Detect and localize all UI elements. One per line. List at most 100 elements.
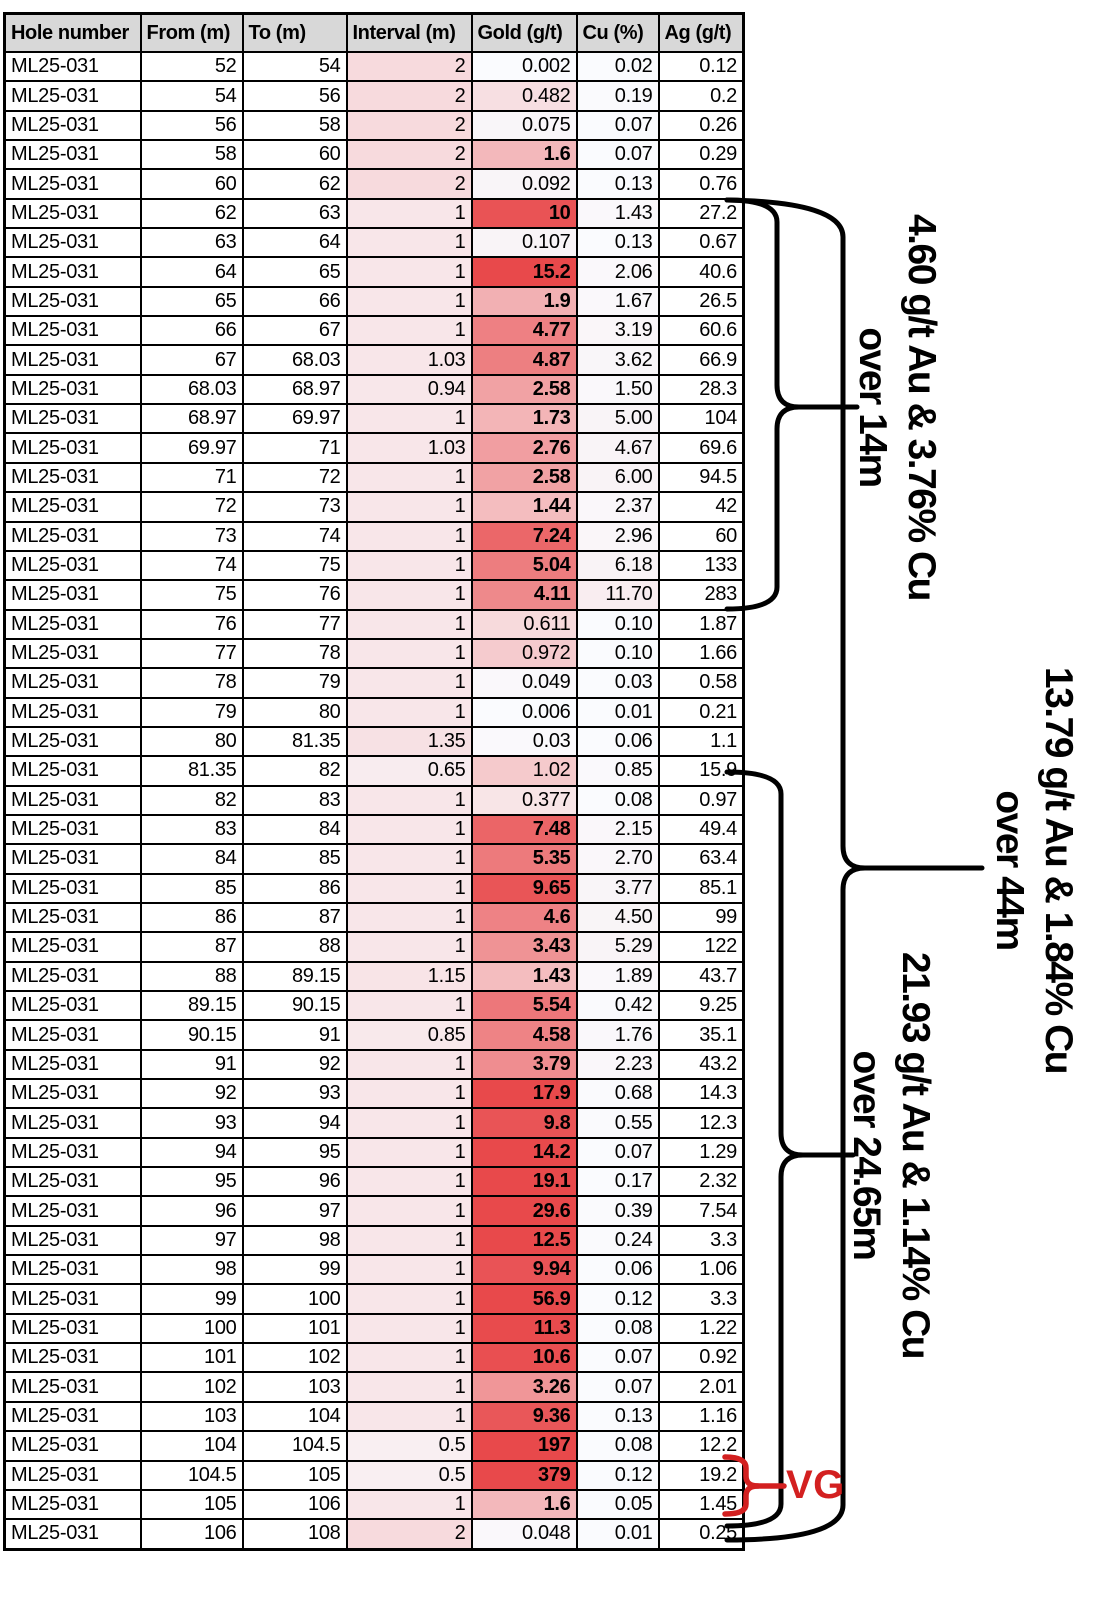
cell-to: 58 (241, 109, 348, 142)
table-row: ML25-031 102 103 1 3.26 0.07 2.01 (3, 1371, 745, 1403)
cell-to: 75 (241, 549, 348, 582)
cell-ag: 7.54 (657, 1195, 745, 1227)
table-row: ML25-031 104 104.5 0.5 197 0.08 12.2 (3, 1430, 745, 1462)
cell-from: 95 (139, 1166, 244, 1198)
cell-hole-number: ML25-031 (3, 960, 142, 993)
cell-from: 104 (139, 1430, 244, 1462)
cell-gold: 3.43 (470, 931, 578, 963)
table-row: ML25-031 52 54 2 0.002 0.02 0.12 (3, 50, 745, 83)
table-row: ML25-031 66 67 1 4.77 3.19 60.6 (3, 315, 745, 347)
cell-gold: 4.87 (470, 344, 578, 376)
cell-interval: 1 (345, 1048, 473, 1081)
cell-cu: 2.15 (575, 813, 660, 846)
cell-interval: 1 (345, 491, 473, 523)
cell-from: 87 (139, 931, 244, 963)
cell-ag: 49.4 (657, 813, 745, 846)
cell-cu: 0.19 (575, 80, 660, 112)
cell-from: 96 (139, 1195, 244, 1227)
cell-from: 58 (139, 139, 244, 171)
cell-gold: 11.3 (470, 1312, 578, 1345)
cell-to: 80 (241, 696, 348, 728)
cell-to: 99 (241, 1254, 348, 1286)
cell-from: 74 (139, 549, 244, 582)
cell-to: 54 (241, 50, 348, 83)
cell-cu: 2.23 (575, 1048, 660, 1081)
table-row: ML25-031 68.97 69.97 1 1.73 5.00 104 (3, 403, 745, 435)
cell-to: 74 (241, 520, 348, 552)
cell-hole-number: ML25-031 (3, 80, 142, 112)
cell-hole-number: ML25-031 (3, 1254, 142, 1286)
cell-cu: 0.07 (575, 1342, 660, 1374)
cell-from: 90.15 (139, 1019, 244, 1051)
brace-24-65m-icon (724, 769, 856, 1529)
cell-cu: 0.01 (575, 696, 660, 728)
cell-cu: 3.77 (575, 872, 660, 904)
table-row: ML25-031 86 87 1 4.6 4.50 99 (3, 901, 745, 934)
table-row: ML25-031 96 97 1 29.6 0.39 7.54 (3, 1195, 745, 1227)
table-row: ML25-031 78 79 1 0.049 0.03 0.58 (3, 667, 745, 699)
cell-to: 82 (241, 755, 348, 787)
cell-to: 60 (241, 139, 348, 171)
cell-from: 62 (139, 197, 244, 230)
cell-interval: 1 (345, 784, 473, 816)
cell-from: 66 (139, 315, 244, 347)
cell-interval: 1 (345, 1488, 473, 1521)
cell-from: 93 (139, 1107, 244, 1139)
cell-cu: 0.13 (575, 168, 660, 200)
cell-ag: 1.06 (657, 1254, 745, 1286)
cell-to: 67 (241, 315, 348, 347)
cell-ag: 2.01 (657, 1371, 745, 1403)
table-row: ML25-031 90.15 91 0.85 4.58 1.76 35.1 (3, 1019, 745, 1051)
table-row: ML25-031 72 73 1 1.44 2.37 42 (3, 491, 745, 523)
cell-to: 101 (241, 1312, 348, 1345)
cell-from: 73 (139, 520, 244, 552)
cell-interval: 1.35 (345, 725, 473, 758)
cell-cu: 0.10 (575, 637, 660, 670)
cell-cu: 3.62 (575, 344, 660, 376)
cell-interval: 2 (345, 50, 473, 83)
cell-cu: 0.13 (575, 227, 660, 259)
cell-to: 104.5 (241, 1430, 348, 1462)
cell-to: 68.03 (241, 344, 348, 376)
table-row: ML25-031 80 81.35 1.35 0.03 0.06 1.1 (3, 725, 745, 758)
cell-ag: 1.16 (657, 1400, 745, 1433)
cell-hole-number: ML25-031 (3, 931, 142, 963)
cell-hole-number: ML25-031 (3, 579, 142, 611)
cell-cu: 0.42 (575, 989, 660, 1022)
cell-interval: 1.03 (345, 432, 473, 464)
cell-gold: 4.58 (470, 1019, 578, 1051)
cell-from: 69.97 (139, 432, 244, 464)
cell-from: 91 (139, 1048, 244, 1081)
cell-to: 62 (241, 168, 348, 200)
table-row: ML25-031 88 89.15 1.15 1.43 1.89 43.7 (3, 960, 745, 993)
cell-cu: 0.01 (575, 1518, 660, 1551)
table-row: ML25-031 67 68.03 1.03 4.87 3.62 66.9 (3, 344, 745, 376)
cell-to: 73 (241, 491, 348, 523)
table-row: ML25-031 103 104 1 9.36 0.13 1.16 (3, 1400, 745, 1433)
cell-from: 102 (139, 1371, 244, 1403)
cell-ag: 0.67 (657, 227, 745, 259)
cell-from: 78 (139, 667, 244, 699)
cell-to: 76 (241, 579, 348, 611)
cell-interval: 1 (345, 843, 473, 875)
cell-hole-number: ML25-031 (3, 403, 142, 435)
cell-ag: 1.45 (657, 1488, 745, 1521)
cell-hole-number: ML25-031 (3, 285, 142, 318)
cell-cu: 0.02 (575, 50, 660, 83)
cell-gold: 3.26 (470, 1371, 578, 1403)
table-row: ML25-031 94 95 1 14.2 0.07 1.29 (3, 1136, 745, 1169)
intercept-annotation-44m: 13.79 g/t Au & 1.84% Cu over 44m (985, 667, 1083, 1073)
cell-interval: 1 (345, 931, 473, 963)
cell-to: 102 (241, 1342, 348, 1374)
cell-gold: 12.5 (470, 1224, 578, 1257)
cell-hole-number: ML25-031 (3, 608, 142, 640)
cell-gold: 0.075 (470, 109, 578, 142)
cell-hole-number: ML25-031 (3, 1166, 142, 1198)
table-row: ML25-031 62 63 1 10 1.43 27.2 (3, 197, 745, 230)
cell-cu: 5.00 (575, 403, 660, 435)
cell-hole-number: ML25-031 (3, 344, 142, 376)
cell-ag: 63.4 (657, 843, 745, 875)
cell-ag: 43.7 (657, 960, 745, 993)
cell-gold: 1.73 (470, 403, 578, 435)
cell-ag: 42 (657, 491, 745, 523)
